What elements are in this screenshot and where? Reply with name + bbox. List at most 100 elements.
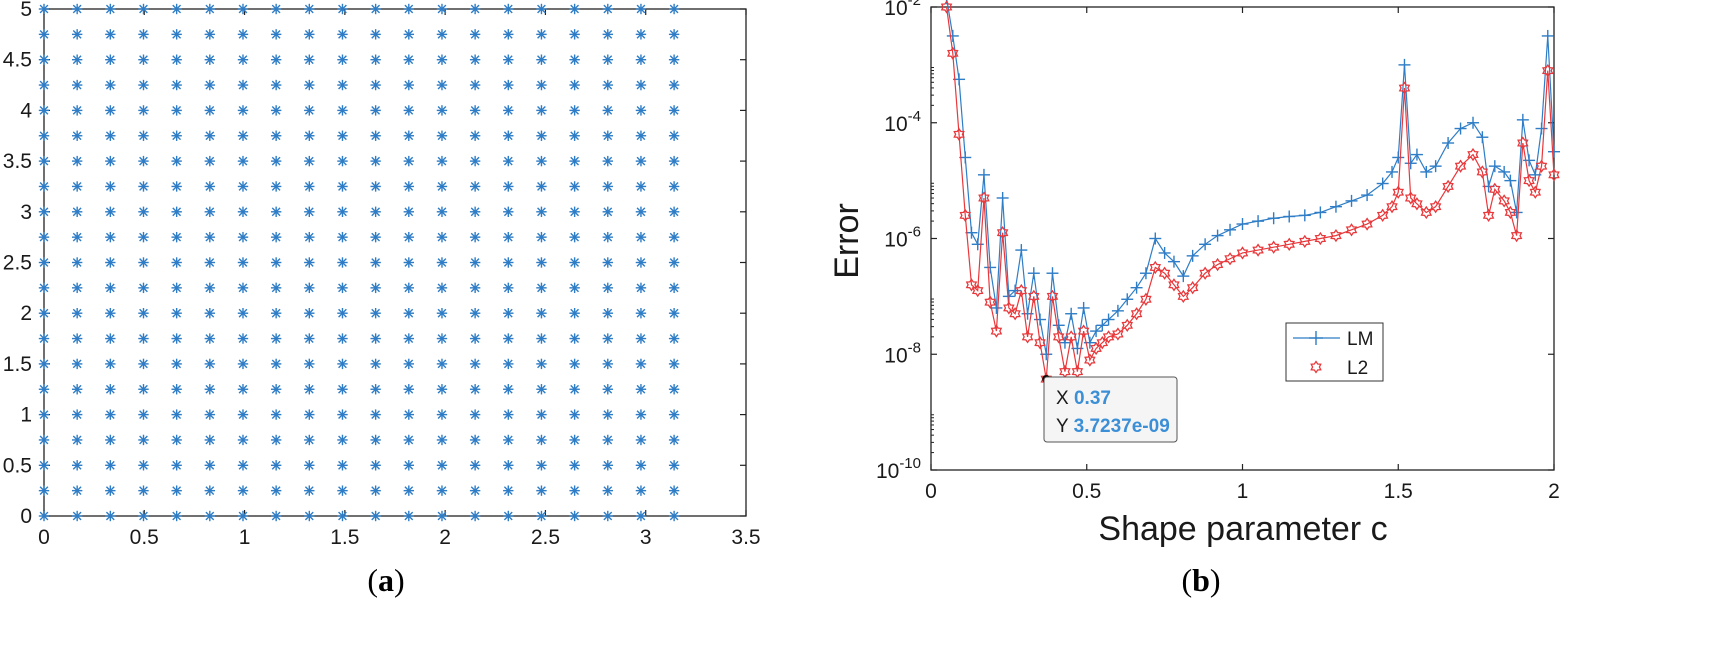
a-point	[138, 3, 149, 15]
a-point	[237, 282, 249, 294]
a-point	[204, 105, 216, 116]
a-point	[71, 130, 83, 141]
a-xtick-label: 0.5	[130, 526, 159, 549]
a-point	[237, 181, 249, 192]
a-point	[469, 485, 481, 496]
a-point	[436, 130, 448, 141]
series-lm-point	[1177, 270, 1190, 283]
a-point	[635, 333, 647, 344]
a-point	[270, 257, 282, 268]
a-point	[105, 54, 116, 65]
series-lm-point	[1410, 148, 1423, 161]
panel-b-datatip[interactable]: X 0.37 Y 3.7237e-09	[1042, 375, 1178, 443]
a-point	[569, 155, 580, 167]
series-lm-point	[1329, 200, 1342, 213]
panel-b-legend: LM L2	[1285, 322, 1384, 382]
a-point	[38, 105, 50, 116]
a-point	[503, 231, 514, 243]
series-l2-point	[1535, 159, 1548, 173]
b-ytick-label: 10-2	[884, 0, 921, 20]
a-point	[436, 105, 448, 116]
a-point	[204, 384, 216, 395]
a-point	[38, 282, 50, 294]
a-point	[38, 358, 50, 370]
a-point	[138, 79, 149, 91]
series-l2-point	[1015, 283, 1028, 298]
a-point	[602, 333, 613, 344]
a-point	[602, 3, 613, 15]
a-ytick-label: 3	[20, 201, 32, 224]
a-point	[38, 29, 50, 40]
a-point	[436, 29, 448, 40]
a-point	[635, 54, 647, 65]
a-point	[469, 130, 481, 141]
a-point	[569, 460, 580, 471]
a-point	[171, 231, 182, 243]
a-point	[304, 282, 315, 294]
panel-b-x-ticks: 0 0.5 1 1.5 2	[925, 7, 1560, 503]
series-l2-point	[978, 191, 990, 205]
panel-b-series	[940, 0, 1560, 386]
a-point	[105, 79, 116, 91]
series-l2-point	[1168, 278, 1180, 292]
a-point	[204, 3, 216, 15]
a-point	[602, 206, 613, 217]
a-point	[370, 434, 381, 446]
a-point	[403, 485, 415, 496]
a-point	[270, 434, 282, 446]
a-point	[503, 257, 514, 268]
series-lm-point	[1298, 209, 1311, 222]
a-point	[171, 155, 182, 167]
a-point	[105, 485, 116, 496]
a-point	[635, 409, 647, 420]
series-lm-point	[1224, 223, 1237, 236]
a-point	[370, 282, 381, 294]
panel-a-x-ticks: 0 0.5 1 1.5 2 2.5 3 3.5	[38, 9, 761, 549]
a-point	[304, 181, 315, 192]
a-point	[237, 333, 249, 344]
a-point	[503, 130, 514, 141]
a-point	[138, 358, 149, 370]
a-point	[38, 3, 50, 15]
a-point	[436, 155, 448, 167]
a-point	[237, 358, 249, 370]
series-lm-point	[1345, 194, 1358, 207]
a-point	[237, 485, 249, 496]
a-point	[337, 434, 348, 446]
a-point	[569, 282, 580, 294]
series-l2-point	[1267, 240, 1280, 254]
a-point	[602, 257, 613, 268]
a-point	[569, 384, 580, 395]
a-point	[403, 79, 415, 91]
a-point	[569, 409, 580, 420]
a-point	[503, 485, 514, 496]
a-point	[536, 54, 547, 65]
a-point	[370, 105, 381, 116]
series-l2-point	[1158, 266, 1171, 280]
a-point	[635, 181, 647, 192]
a-point	[171, 257, 182, 268]
a-point	[469, 79, 481, 91]
a-point	[635, 105, 647, 116]
a-point	[635, 282, 647, 294]
series-l2-point	[1121, 318, 1134, 332]
series-l2-point	[1411, 197, 1423, 211]
a-point	[270, 510, 282, 522]
a-point	[436, 460, 448, 471]
legend-l2-label: L2	[1347, 358, 1368, 379]
series-lm-point	[1186, 249, 1199, 262]
a-point	[138, 130, 149, 141]
a-point	[436, 79, 448, 91]
a-point	[171, 79, 182, 91]
a-point	[171, 434, 182, 446]
a-point	[337, 105, 348, 116]
datatip-x-value: 0.37	[1074, 388, 1111, 409]
a-point	[237, 130, 249, 141]
series-lm-point	[946, 29, 959, 42]
series-l2-point	[1046, 289, 1059, 304]
a-point	[469, 105, 481, 116]
a-point	[569, 29, 580, 40]
a-point	[536, 409, 547, 420]
a-point	[237, 206, 249, 217]
